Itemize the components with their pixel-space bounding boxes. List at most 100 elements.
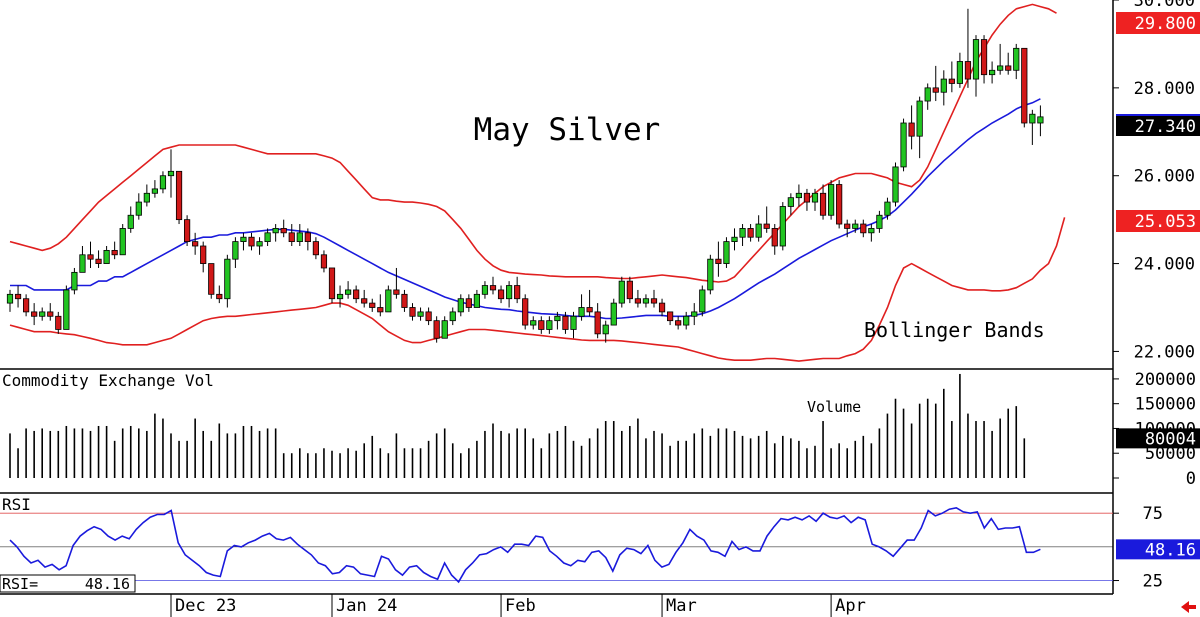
candle-body: [296, 232, 303, 243]
candle-body: [280, 228, 287, 234]
last-rsi-badge-bg: [1116, 539, 1200, 560]
candle-body: [232, 241, 239, 260]
candle-body: [87, 254, 94, 260]
candle-body: [328, 267, 336, 300]
candle-body: [634, 298, 642, 304]
candle-body: [980, 39, 988, 76]
candle-body: [683, 315, 690, 326]
candle-body: [997, 65, 1004, 71]
rsi-panel-label: RSI: [2, 495, 31, 514]
candle-body: [14, 293, 22, 300]
candle-body: [183, 219, 191, 243]
price-tick-label: 24.000: [1134, 255, 1195, 275]
candle-body: [344, 289, 352, 295]
candle-body: [884, 201, 891, 216]
candle-body: [675, 320, 682, 326]
candle-body: [288, 232, 295, 243]
chart-title: May Silver: [474, 112, 661, 148]
price-tick-label: 28.000: [1134, 79, 1195, 99]
candle-body: [385, 289, 392, 313]
candle-body: [272, 228, 279, 234]
candle-body: [811, 192, 819, 203]
candle-body: [530, 320, 537, 326]
volume-panel-label: Commodity Exchange Vol: [2, 371, 214, 390]
volume-annotation: Volume: [807, 398, 861, 416]
last-price-badge-bg: [1116, 116, 1200, 136]
candle-body: [1029, 113, 1036, 124]
candle-body: [505, 285, 513, 300]
candle-body: [151, 188, 158, 194]
candle-body: [449, 311, 456, 322]
candle-body: [554, 315, 561, 322]
rsi-line: [9, 506, 1041, 584]
candle-body: [361, 298, 368, 304]
lower-band-line: [9, 217, 1066, 362]
candle-body: [240, 236, 247, 243]
lower-band-badge-bg: [1116, 210, 1200, 232]
candle-body: [103, 249, 110, 264]
candle-body: [803, 192, 811, 203]
candle-body: [819, 192, 827, 216]
candle-body: [47, 311, 54, 317]
candle-body: [779, 206, 786, 247]
candle-body: [264, 232, 271, 243]
lower-band-badge-text: 25.053: [1135, 212, 1196, 232]
candle-body: [489, 285, 497, 291]
candle-body: [1005, 65, 1012, 71]
candle-body: [401, 293, 408, 308]
candle-body: [192, 241, 199, 247]
candle-body: [723, 241, 730, 264]
date-x-axis: Dec 23 Jan 24 Feb Mar Apr: [170, 594, 866, 617]
volume-bars: [9, 373, 1026, 478]
candle-body: [417, 311, 424, 317]
candle-body: [586, 307, 593, 313]
candle-body: [135, 201, 142, 216]
candle-body: [715, 258, 722, 264]
last-volume-badge-bg: [1116, 428, 1200, 449]
candle-body: [71, 271, 78, 291]
rsi-y-axis: 75 25: [1113, 504, 1163, 592]
x-tick-label: Mar: [666, 596, 697, 616]
bollinger-bands: [9, 3, 1066, 362]
candle-body: [457, 298, 464, 313]
x-tick-label: Dec 23: [175, 596, 236, 616]
candle-body: [522, 298, 529, 326]
candle-body: [916, 100, 923, 137]
rsi-readout-label: RSI=: [2, 575, 38, 593]
candle-body: [699, 289, 706, 313]
candle-body: [908, 122, 915, 137]
candle-body: [739, 228, 746, 238]
candle-body: [626, 280, 633, 300]
candle-body: [642, 298, 650, 304]
candle-body: [143, 192, 150, 203]
candle-body: [594, 311, 601, 335]
x-tick-label: Jan 24: [336, 596, 397, 616]
candle-body: [562, 315, 569, 330]
candle-body: [167, 170, 175, 177]
price-tick-label: 30.000: [1134, 0, 1195, 11]
candle-body: [1021, 47, 1028, 124]
candle-body: [892, 166, 899, 203]
candle-body: [667, 311, 674, 322]
x-tick-label: Apr: [835, 596, 866, 616]
scroll-left-arrow-icon[interactable]: [1181, 601, 1196, 613]
candle-body: [1037, 116, 1044, 124]
candle-body: [31, 311, 38, 317]
candle-body: [473, 293, 481, 308]
candle-body: [304, 232, 311, 243]
candle-body: [369, 302, 376, 308]
candle-body: [876, 214, 883, 229]
candle-body: [55, 315, 62, 330]
candle-body: [353, 289, 360, 300]
candle-body: [320, 254, 328, 269]
candle-body: [95, 258, 102, 264]
candle-body: [546, 320, 553, 330]
candle-body: [852, 223, 859, 229]
candle-body: [691, 311, 698, 317]
candle-body: [336, 293, 344, 300]
candle-body: [248, 236, 255, 247]
candle-body: [956, 61, 964, 84]
candle-body: [256, 241, 263, 247]
rsi-readout-value: 48.16: [85, 575, 130, 593]
